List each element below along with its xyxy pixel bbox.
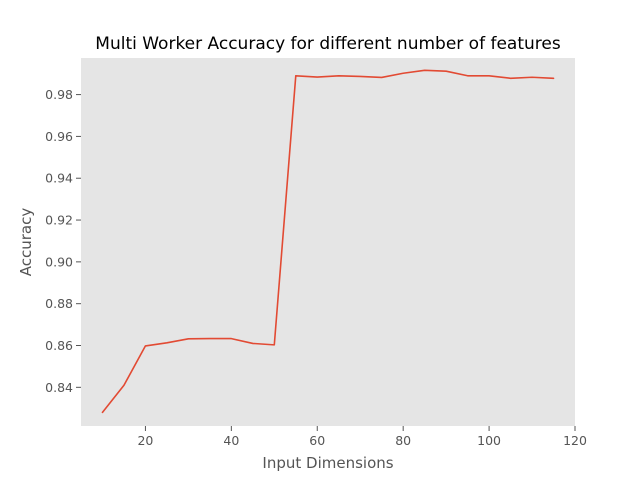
y-tick-label: 0.84 [45, 380, 73, 395]
y-tick-label: 0.88 [45, 296, 73, 311]
x-tick-label: 20 [137, 433, 153, 448]
chart-title: Multi Worker Accuracy for different numb… [95, 34, 561, 54]
y-axis: 0.84 0.86 0.88 0.90 0.92 0.94 0.96 0.98 [45, 87, 81, 395]
series-layer [101, 69, 555, 414]
y-tick-label: 0.96 [45, 129, 73, 144]
x-tick-label: 80 [395, 433, 411, 448]
y-tick-label: 0.92 [45, 213, 73, 228]
y-tick-label: 0.94 [45, 171, 73, 186]
plot-area [81, 58, 575, 426]
x-tick-label: 60 [309, 433, 325, 448]
x-axis: 20 40 60 80 100 120 [137, 426, 587, 448]
y-tick-label: 0.86 [45, 338, 73, 353]
series-line [101, 69, 555, 414]
x-tick-label: 40 [223, 433, 239, 448]
y-tick-label: 0.98 [45, 87, 73, 102]
y-axis-label: Accuracy [17, 208, 35, 277]
x-tick-label: 100 [477, 433, 501, 448]
x-tick-label: 120 [563, 433, 587, 448]
x-axis-label: Input Dimensions [262, 454, 393, 472]
y-tick-label: 0.90 [45, 254, 73, 269]
